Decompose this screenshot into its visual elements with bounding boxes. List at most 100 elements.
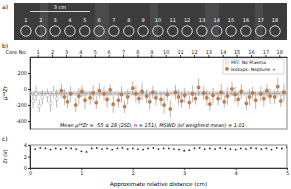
core-spot (109, 26, 119, 36)
core-label: 17 (258, 17, 264, 23)
x-axis-tick: 4 (235, 168, 238, 176)
x2-axis-tick-label: 5 (94, 49, 97, 55)
data-point (60, 89, 63, 92)
core-label: 18 (272, 17, 278, 23)
data-point (183, 150, 185, 152)
core-label: 10 (155, 17, 161, 23)
data-point (226, 95, 229, 98)
x2-axis-tick-mark (166, 55, 167, 57)
data-point (45, 148, 47, 150)
panel-label: a) (2, 3, 8, 10)
x2-axis-tick-mark (80, 55, 81, 57)
x2-axis-tick: 5 (94, 49, 97, 57)
data-point (276, 85, 279, 88)
image-texture (205, 3, 219, 40)
data-point (122, 147, 124, 149)
x2-axis-tick-mark (265, 55, 266, 57)
image-texture (95, 3, 109, 40)
data-point (126, 95, 129, 98)
x2-axis: 123456789101112131415161718 (31, 49, 288, 58)
data-point (259, 92, 262, 95)
data-point (91, 148, 93, 150)
y-axis-tick-label: 4 (24, 142, 27, 148)
x2-axis-tick-mark (52, 55, 53, 57)
core-label: 8 (127, 17, 130, 23)
data-point (266, 148, 268, 150)
core-spot (50, 26, 60, 36)
x2-axis-tick-mark (251, 55, 252, 57)
x-axis-tick-label: 5 (286, 170, 289, 176)
data-point (199, 147, 201, 149)
core-label: 5 (83, 17, 86, 23)
legend-marker (225, 61, 228, 64)
core-spot (270, 26, 280, 36)
data-point (131, 87, 134, 90)
data-point (204, 148, 206, 150)
data-point (74, 103, 77, 106)
x2-axis-tick-mark (180, 55, 181, 57)
data-point (98, 89, 101, 92)
data-point (240, 90, 243, 93)
data-point (209, 148, 211, 150)
data-point (34, 148, 36, 150)
data-point (168, 148, 170, 150)
x2-axis-tick-mark (279, 55, 280, 57)
x2-axis-tick-label: 8 (136, 49, 139, 55)
data-point (96, 147, 98, 149)
data-point (132, 148, 134, 150)
x2-axis-tick-mark (208, 55, 209, 57)
data-point (271, 149, 273, 151)
data-point (174, 91, 177, 94)
y-axis-tick-mark (28, 73, 30, 74)
data-point (109, 88, 112, 91)
x2-axis-line (31, 57, 288, 58)
data-point (137, 97, 140, 100)
data-point (50, 149, 52, 151)
core-label: 14 (214, 17, 220, 23)
data-point (41, 95, 44, 98)
core-label: 16 (243, 17, 249, 23)
axis-title: Zr (V) (2, 149, 8, 163)
data-point (70, 148, 72, 150)
x2-axis-tick-label: 11 (177, 49, 183, 55)
data-point (254, 99, 257, 102)
x2-axis-tick-label: 3 (65, 49, 68, 55)
y-axis-tick-label: -200 (16, 102, 27, 108)
core-label: 15 (228, 17, 234, 23)
x2-axis-tick-label: 2 (51, 49, 54, 55)
x2-axis-tick-label: 10 (163, 49, 169, 55)
core-spot (168, 26, 178, 36)
x2-axis-tick-mark (137, 55, 138, 57)
data-point (240, 148, 242, 150)
y-axis-tick: -400 (16, 118, 30, 124)
x2-axis-tick-mark (237, 55, 238, 57)
x2-axis-tick-mark (151, 55, 152, 57)
core-spot (21, 26, 31, 36)
x2-axis-tick-mark (109, 55, 110, 57)
data-point (31, 99, 34, 102)
core-label: 12 (184, 17, 190, 23)
y-axis-tick-mark (28, 121, 30, 122)
data-point (55, 148, 57, 150)
y-axis-tick-mark (28, 105, 30, 106)
data-point (102, 92, 105, 95)
y-axis: 024 (24, 142, 31, 171)
y-axis-tick-label: 0 (24, 86, 27, 92)
x-axis-tick-label: 2 (132, 170, 135, 176)
data-point (116, 148, 118, 150)
data-point (205, 96, 208, 99)
x2-axis-tick-label: 14 (220, 49, 226, 55)
data-point (219, 147, 221, 149)
core-label: 7 (112, 17, 115, 23)
data-point (145, 95, 148, 98)
x-axis: 012345 (29, 168, 289, 176)
y-axis-tick-mark (28, 157, 30, 158)
data-point (111, 149, 113, 151)
data-point (220, 91, 223, 94)
core-spot (197, 26, 207, 36)
panel-label: b) (2, 42, 8, 49)
data-point (286, 146, 287, 148)
data-point (197, 86, 200, 89)
x2-axis-tick-label: 6 (108, 49, 111, 55)
x2-axis-tick: 18 (277, 49, 283, 57)
